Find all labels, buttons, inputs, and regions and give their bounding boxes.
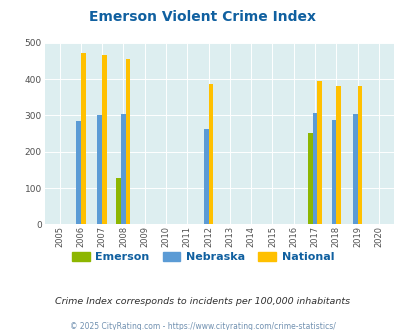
Text: Emerson Violent Crime Index: Emerson Violent Crime Index <box>89 10 316 24</box>
Legend: Emerson, Nebraska, National: Emerson, Nebraska, National <box>67 248 338 267</box>
Text: © 2025 CityRating.com - https://www.cityrating.com/crime-statistics/: © 2025 CityRating.com - https://www.city… <box>70 322 335 330</box>
Bar <box>312 113 317 224</box>
Bar <box>102 55 107 224</box>
Bar <box>208 84 213 224</box>
Bar <box>121 115 126 224</box>
Bar <box>357 86 361 224</box>
Bar <box>76 121 81 224</box>
Bar <box>335 86 340 224</box>
Bar <box>352 115 357 224</box>
Bar <box>116 178 121 224</box>
Bar <box>126 59 130 224</box>
Bar <box>81 53 85 224</box>
Bar <box>331 120 335 224</box>
Bar <box>203 129 208 224</box>
Bar <box>307 133 312 224</box>
Bar <box>317 82 321 224</box>
Bar <box>97 115 102 224</box>
Text: Crime Index corresponds to incidents per 100,000 inhabitants: Crime Index corresponds to incidents per… <box>55 297 350 306</box>
